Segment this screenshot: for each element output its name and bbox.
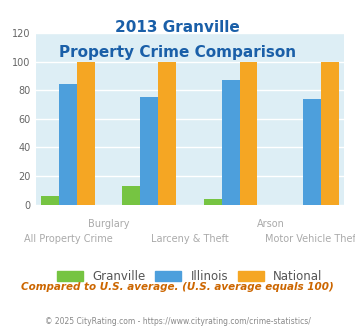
Bar: [240, 62, 257, 205]
Text: 2013 Granville: 2013 Granville: [115, 20, 240, 35]
Text: Motor Vehicle Theft: Motor Vehicle Theft: [264, 234, 355, 244]
Legend: Granville, Illinois, National: Granville, Illinois, National: [53, 265, 327, 288]
Bar: [122, 186, 140, 205]
Bar: [204, 199, 222, 205]
Bar: [140, 97, 158, 205]
Text: All Property Crime: All Property Crime: [24, 234, 113, 244]
Text: Compared to U.S. average. (U.S. average equals 100): Compared to U.S. average. (U.S. average …: [21, 282, 334, 292]
Text: Property Crime Comparison: Property Crime Comparison: [59, 45, 296, 59]
Text: Burglary: Burglary: [88, 219, 130, 229]
Text: Arson: Arson: [257, 219, 285, 229]
Bar: [59, 84, 77, 205]
Bar: [303, 99, 321, 205]
Bar: [41, 196, 59, 205]
Bar: [77, 62, 95, 205]
Text: Larceny & Theft: Larceny & Theft: [151, 234, 229, 244]
Bar: [222, 80, 240, 205]
Text: © 2025 CityRating.com - https://www.cityrating.com/crime-statistics/: © 2025 CityRating.com - https://www.city…: [45, 317, 310, 326]
Bar: [158, 62, 176, 205]
Bar: [321, 62, 339, 205]
